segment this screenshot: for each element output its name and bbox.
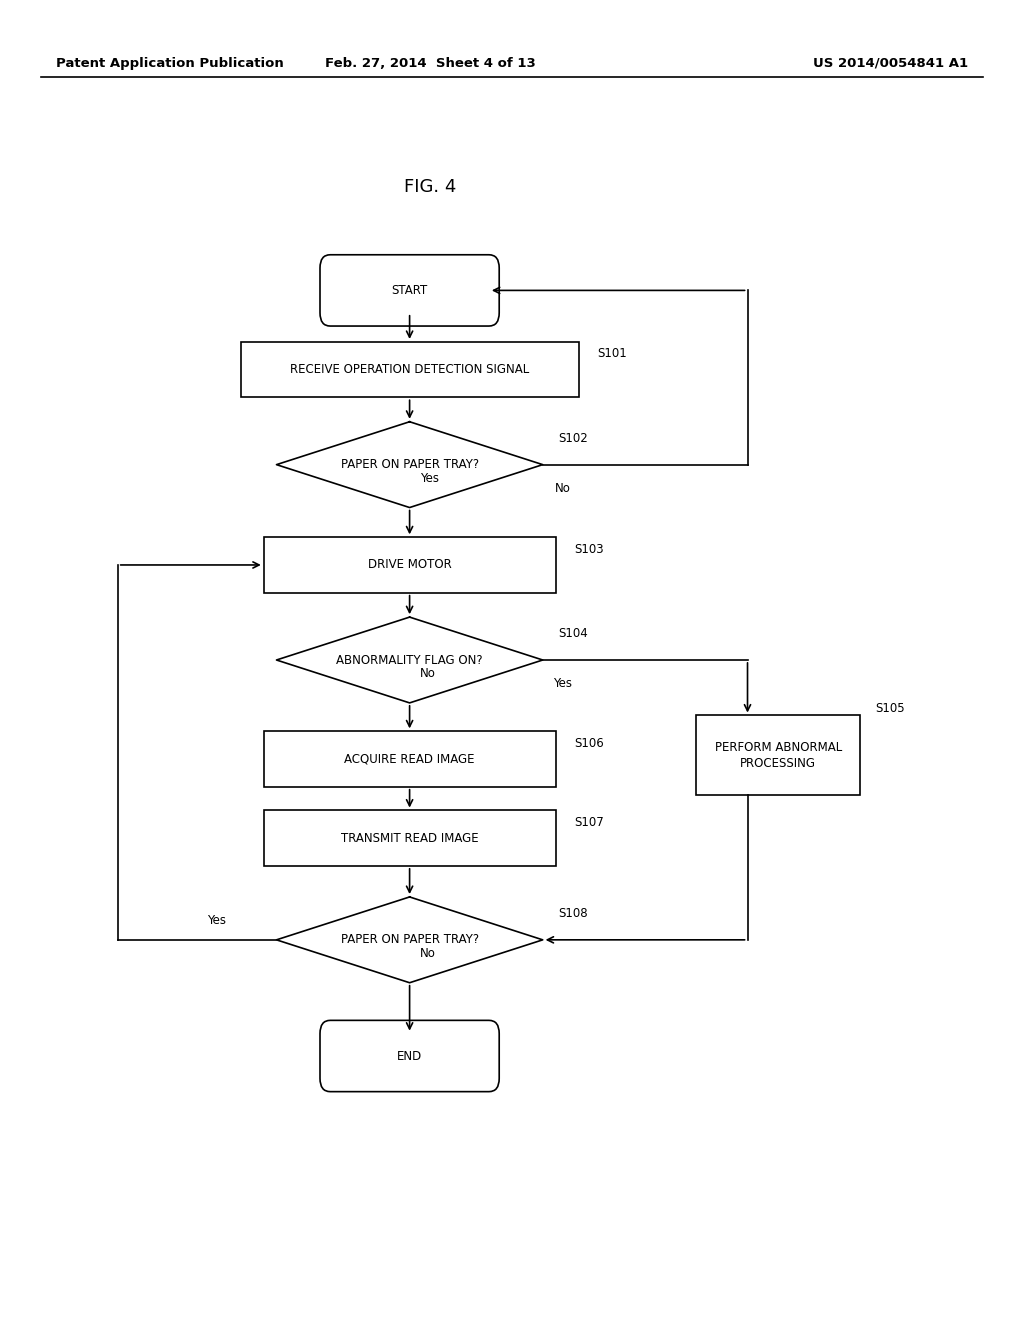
Polygon shape: [276, 422, 543, 507]
Text: PERFORM ABNORMAL
PROCESSING: PERFORM ABNORMAL PROCESSING: [715, 741, 842, 770]
Text: Patent Application Publication: Patent Application Publication: [56, 57, 284, 70]
Text: S105: S105: [876, 702, 905, 715]
Text: S107: S107: [573, 816, 604, 829]
Text: S106: S106: [573, 737, 604, 750]
Text: START: START: [391, 284, 428, 297]
Text: S101: S101: [597, 347, 627, 360]
Polygon shape: [276, 898, 543, 982]
Text: S102: S102: [558, 432, 588, 445]
Text: S103: S103: [573, 543, 603, 556]
Polygon shape: [264, 731, 555, 787]
Text: S104: S104: [558, 627, 588, 640]
Text: S108: S108: [558, 907, 588, 920]
Text: No: No: [420, 948, 436, 960]
FancyBboxPatch shape: [319, 1020, 500, 1092]
Text: US 2014/0054841 A1: US 2014/0054841 A1: [813, 57, 968, 70]
Polygon shape: [264, 810, 555, 866]
Text: ABNORMALITY FLAG ON?: ABNORMALITY FLAG ON?: [336, 653, 483, 667]
Polygon shape: [276, 618, 543, 702]
Text: PAPER ON PAPER TRAY?: PAPER ON PAPER TRAY?: [341, 458, 478, 471]
FancyBboxPatch shape: [319, 255, 500, 326]
Text: FIG. 4: FIG. 4: [403, 178, 457, 197]
Text: END: END: [397, 1049, 422, 1063]
Text: Feb. 27, 2014  Sheet 4 of 13: Feb. 27, 2014 Sheet 4 of 13: [325, 57, 536, 70]
Polygon shape: [264, 537, 555, 593]
Text: PAPER ON PAPER TRAY?: PAPER ON PAPER TRAY?: [341, 933, 478, 946]
Text: RECEIVE OPERATION DETECTION SIGNAL: RECEIVE OPERATION DETECTION SIGNAL: [290, 363, 529, 376]
Text: Yes: Yes: [553, 677, 572, 690]
Text: DRIVE MOTOR: DRIVE MOTOR: [368, 558, 452, 572]
Text: ACQUIRE READ IMAGE: ACQUIRE READ IMAGE: [344, 752, 475, 766]
Text: Yes: Yes: [420, 473, 439, 484]
Text: No: No: [420, 668, 436, 680]
Polygon shape: [241, 342, 579, 397]
Text: No: No: [555, 482, 571, 495]
Text: TRANSMIT READ IMAGE: TRANSMIT READ IMAGE: [341, 832, 478, 845]
Text: Yes: Yes: [207, 913, 226, 927]
Polygon shape: [696, 715, 860, 795]
